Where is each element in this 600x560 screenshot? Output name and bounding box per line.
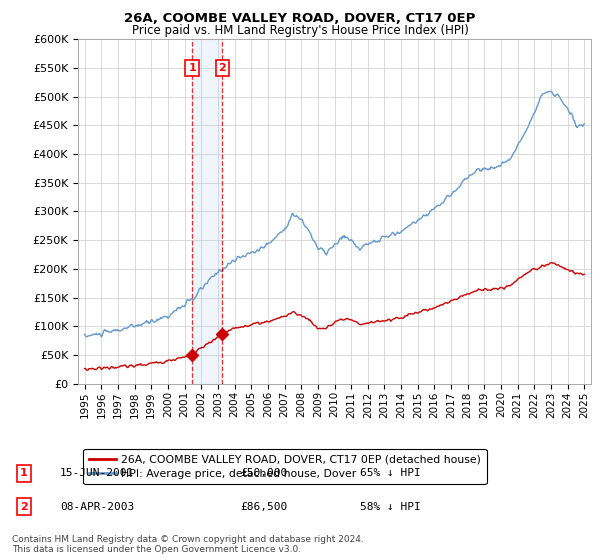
Text: 26A, COOMBE VALLEY ROAD, DOVER, CT17 0EP: 26A, COOMBE VALLEY ROAD, DOVER, CT17 0EP [124,12,476,25]
Text: 65% ↓ HPI: 65% ↓ HPI [360,468,421,478]
Text: 08-APR-2003: 08-APR-2003 [60,502,134,512]
Text: Contains HM Land Registry data © Crown copyright and database right 2024.
This d: Contains HM Land Registry data © Crown c… [12,535,364,554]
Text: 58% ↓ HPI: 58% ↓ HPI [360,502,421,512]
Bar [192,39,223,384]
Text: 2: 2 [218,63,226,73]
Text: 2: 2 [20,502,28,512]
Text: £86,500: £86,500 [240,502,287,512]
Text: 1: 1 [20,468,28,478]
Legend: 26A, COOMBE VALLEY ROAD, DOVER, CT17 0EP (detached house), HPI: Average price, d: 26A, COOMBE VALLEY ROAD, DOVER, CT17 0EP… [83,449,487,484]
Text: £50,000: £50,000 [240,468,287,478]
Text: Price paid vs. HM Land Registry's House Price Index (HPI): Price paid vs. HM Land Registry's House … [131,24,469,36]
Text: 1: 1 [188,63,196,73]
Text: 15-JUN-2001: 15-JUN-2001 [60,468,134,478]
